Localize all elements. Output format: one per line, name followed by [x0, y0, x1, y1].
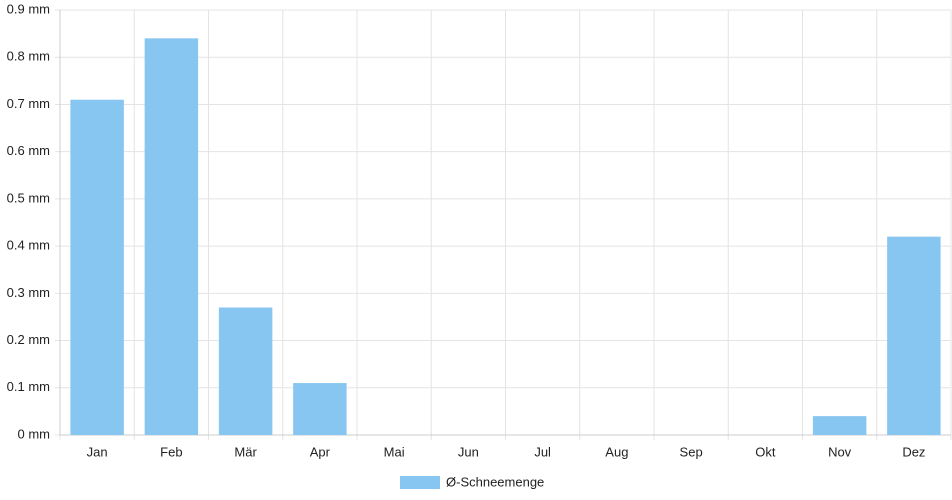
legend-label: Ø-Schneemenge: [446, 474, 544, 489]
y-tick-label: 0.6 mm: [7, 143, 50, 158]
x-tick-label: Apr: [310, 444, 331, 459]
y-tick-label: 0.2 mm: [7, 332, 50, 347]
bar: [887, 236, 941, 435]
y-tick-label: 0.9 mm: [7, 1, 50, 16]
y-tick-label: 0.3 mm: [7, 285, 50, 300]
y-tick-label: 0.1 mm: [7, 379, 50, 394]
legend-swatch: [400, 476, 440, 489]
bar: [812, 416, 867, 435]
bar: [70, 99, 124, 435]
x-tick-label: Mai: [384, 444, 405, 459]
x-tick-label: Sep: [680, 444, 703, 459]
x-tick-label: Nov: [828, 444, 852, 459]
y-tick-label: 0.4 mm: [7, 238, 50, 253]
bar: [144, 38, 199, 435]
x-tick-label: Dez: [902, 444, 925, 459]
x-tick-label: Aug: [605, 444, 628, 459]
x-tick-label: Mär: [234, 444, 257, 459]
bar: [218, 307, 273, 435]
x-tick-label: Feb: [160, 444, 182, 459]
x-tick-label: Jul: [534, 444, 551, 459]
x-tick-label: Jan: [87, 444, 108, 459]
y-tick-label: 0.5 mm: [7, 190, 50, 205]
x-tick-label: Jun: [458, 444, 479, 459]
x-tick-label: Okt: [755, 444, 776, 459]
y-tick-label: 0.7 mm: [7, 96, 50, 111]
y-tick-label: 0.8 mm: [7, 49, 50, 64]
bar: [293, 383, 347, 435]
y-tick-label: 0 mm: [18, 426, 51, 441]
